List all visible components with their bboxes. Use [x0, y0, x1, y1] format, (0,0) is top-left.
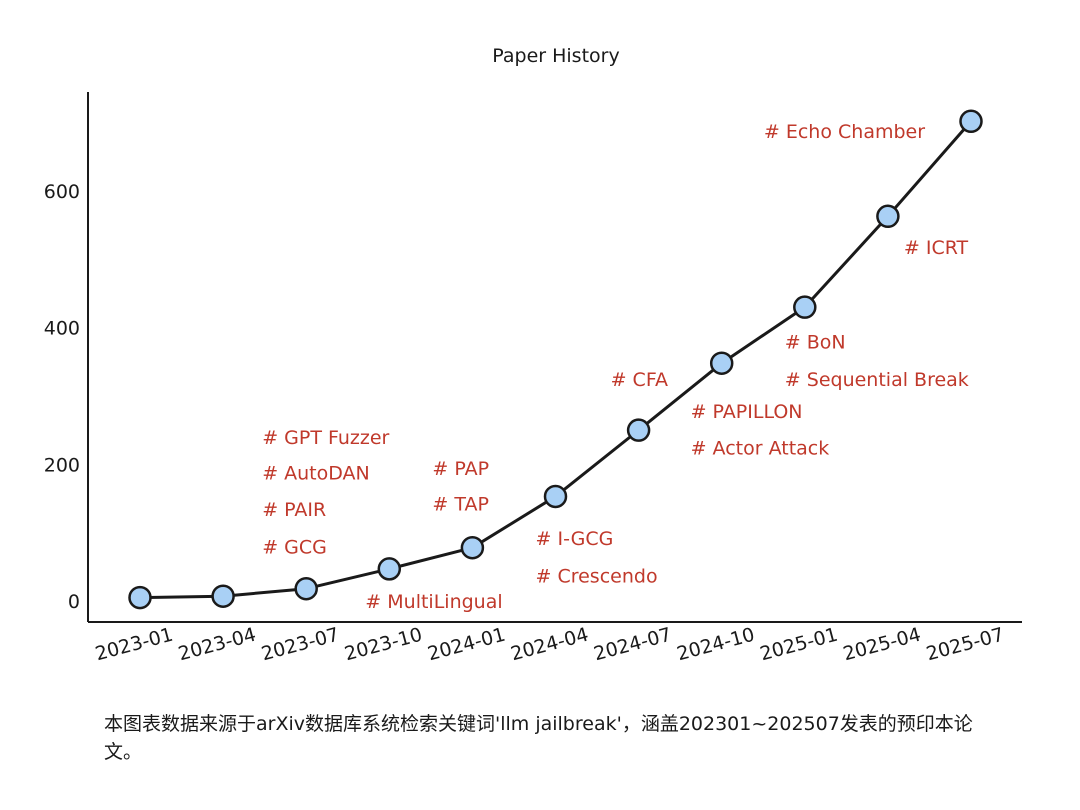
x-tick-label: 2024-07: [592, 624, 674, 666]
x-tick-label: 2024-10: [675, 624, 757, 666]
annotation-label: # MultiLingual: [365, 591, 502, 613]
x-tick-label: 2025-04: [841, 624, 923, 666]
y-tick-label: 0: [68, 591, 80, 613]
annotation-label: # I-GCG: [536, 528, 614, 550]
annotation-label: # GPT Fuzzer: [262, 427, 389, 449]
y-tick-label: 400: [44, 318, 80, 340]
y-tick-label: 200: [44, 454, 80, 476]
annotation-label: # PAIR: [262, 499, 326, 521]
data-point: [626, 418, 651, 442]
x-tick-label: 2023-01: [93, 624, 175, 666]
data-point: [709, 351, 734, 375]
x-tick-label: 2023-10: [342, 624, 424, 666]
x-tick-label: 2023-07: [259, 624, 341, 666]
series-line-group: [138, 119, 973, 600]
annotation-label: # TAP: [432, 493, 489, 515]
x-tick-label: 2025-01: [758, 624, 840, 666]
data-point: [211, 584, 235, 608]
data-point: [793, 295, 817, 319]
data-point: [959, 109, 983, 134]
annotation-label: # CFA: [611, 369, 668, 391]
x-tick-label: 2023-04: [176, 624, 258, 666]
annotation-label: # GCG: [262, 536, 327, 558]
data-points: [128, 109, 983, 610]
chart-title: Paper History: [492, 45, 619, 67]
data-point: [543, 484, 568, 509]
data-point: [377, 557, 402, 581]
annotations: # GPT Fuzzer # AutoDAN # PAIR # GCG # MultiL…: [262, 121, 969, 613]
chart-caption: 本图表数据来源于arXiv数据库系统检索关键词'llm jailbreak'，涵…: [104, 713, 973, 763]
y-tick-label: 600: [44, 181, 80, 203]
data-point: [294, 576, 318, 601]
x-tick-label: 2024-04: [508, 624, 590, 666]
annotation-label: # Actor Attack: [691, 437, 830, 459]
axes: [87, 92, 1022, 623]
annotation-label: # BoN: [785, 331, 846, 353]
y-tick-labels: 0 200 400 600: [44, 181, 80, 613]
data-point: [876, 204, 900, 229]
annotation-label: # PAP: [432, 458, 489, 480]
data-point: [460, 535, 485, 560]
annotation-label: # PAPILLON: [691, 401, 803, 423]
data-point: [128, 585, 152, 610]
x-tick-label: 2024-01: [425, 624, 507, 666]
series-line: [138, 119, 973, 600]
annotation-label: # Crescendo: [536, 566, 658, 588]
annotation-label: # Sequential Break: [785, 369, 969, 391]
annotation-label: # AutoDAN: [262, 463, 370, 485]
x-tick-label: 2025-07: [924, 624, 1006, 666]
x-tick-labels: 2023-01 2023-04 2023-07 2023-10 2024-01 2024-…: [93, 624, 1006, 666]
annotation-label: # ICRT: [904, 237, 969, 259]
annotation-label: # Echo Chamber: [764, 121, 925, 143]
